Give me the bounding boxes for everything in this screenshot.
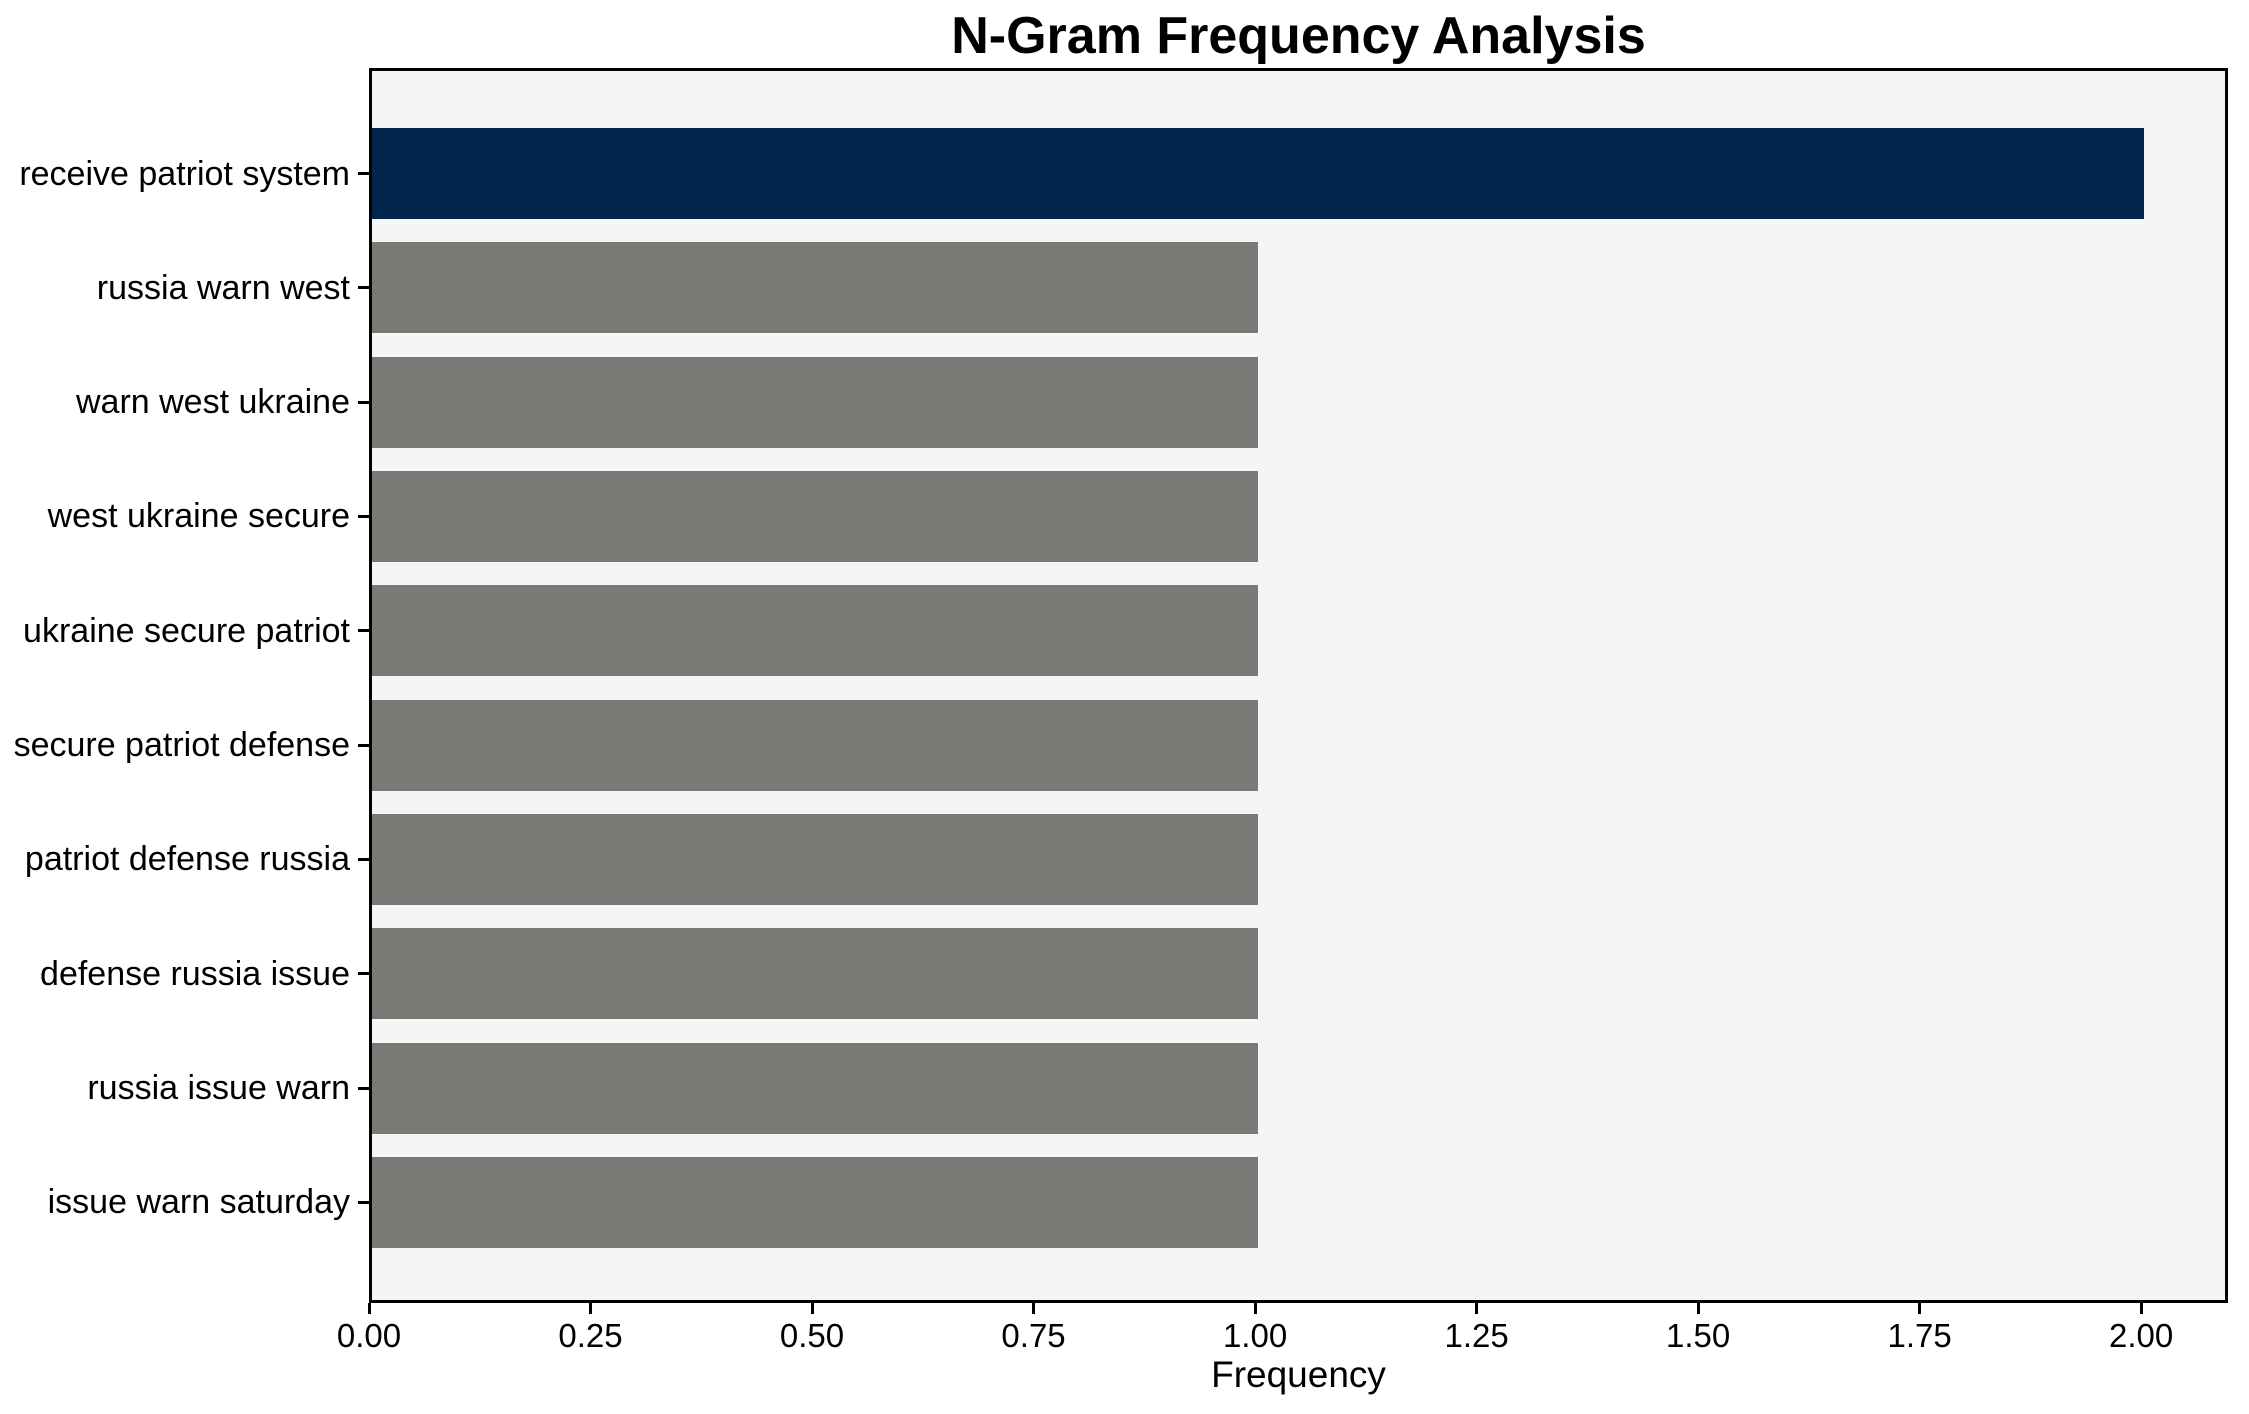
plot-area	[369, 68, 2228, 1303]
x-tick-label: 0.25	[558, 1317, 623, 1354]
y-tick-label: russia warn west	[96, 268, 350, 307]
y-tick-mark	[358, 629, 369, 633]
bar	[372, 470, 1258, 562]
y-tick-label: patriot defense russia	[24, 840, 350, 879]
x-tick-mark	[2139, 1303, 2143, 1314]
x-tick-label: 0.75	[1001, 1317, 1066, 1354]
y-tick-label: receive patriot system	[19, 154, 350, 193]
y-tick-label: secure patriot defense	[13, 726, 350, 765]
x-tick-mark	[589, 1303, 593, 1314]
y-tick-label: russia issue warn	[87, 1069, 350, 1108]
y-tick-label: warn west ukraine	[75, 383, 350, 422]
x-tick-label: 0.00	[336, 1317, 402, 1354]
x-tick-label: 2.00	[2109, 1317, 2174, 1354]
y-tick-mark	[358, 743, 369, 747]
bars-layer	[372, 71, 2225, 1300]
y-tick-mark	[358, 286, 369, 290]
y-tick-label: issue warn saturday	[47, 1183, 350, 1222]
x-tick-label: 1.00	[1222, 1317, 1288, 1354]
y-tick-mark	[358, 514, 369, 518]
y-tick-mark	[358, 1086, 369, 1090]
x-axis-label: Frequency	[1211, 1354, 1386, 1395]
y-tick-mark	[358, 972, 369, 976]
x-tick-mark	[1696, 1303, 1700, 1314]
x-tick-mark	[1475, 1303, 1479, 1314]
x-tick-mark	[1032, 1303, 1036, 1314]
y-tick-mark	[358, 1200, 369, 1204]
y-tick-mark	[358, 172, 369, 175]
x-tick-mark	[367, 1303, 371, 1314]
x-tick-label: 0.50	[779, 1317, 845, 1354]
y-tick-mark	[358, 400, 369, 404]
x-tick-mark	[810, 1303, 814, 1314]
x-tick-mark	[1918, 1303, 1922, 1314]
y-tick-label: defense russia issue	[40, 954, 350, 993]
x-tick-mark	[1253, 1303, 1257, 1314]
bar	[372, 813, 1258, 905]
bar	[372, 1156, 1258, 1248]
chart-title: N-Gram Frequency Analysis	[951, 7, 1646, 65]
bar	[372, 699, 1258, 791]
bar	[372, 928, 1258, 1020]
bar	[372, 585, 1258, 677]
bar	[372, 128, 2144, 219]
bar	[372, 242, 1258, 334]
bar	[372, 356, 1258, 448]
x-tick-label: 1.75	[1887, 1317, 1952, 1354]
y-tick-mark	[358, 857, 369, 861]
y-tick-label: west ukraine secure	[47, 497, 350, 536]
x-tick-label: 1.50	[1665, 1317, 1731, 1354]
x-tick-label: 1.25	[1444, 1317, 1509, 1354]
y-tick-label: ukraine secure patriot	[23, 611, 350, 650]
bar	[372, 1042, 1258, 1134]
